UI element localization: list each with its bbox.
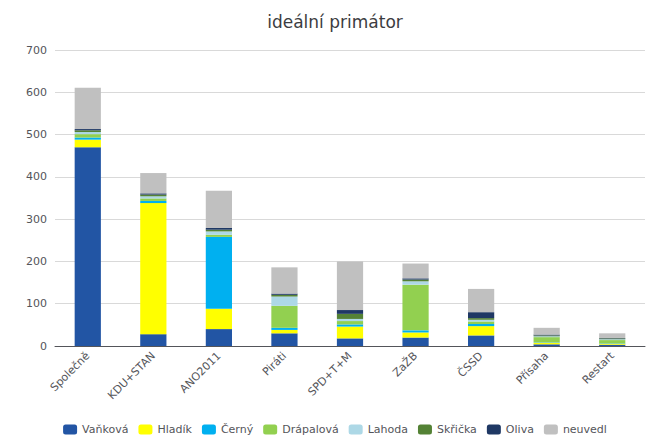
svg-text:Hladík: Hladík: [157, 423, 192, 436]
svg-text:Lahoda: Lahoda: [368, 423, 408, 436]
svg-text:Vaňková: Vaňková: [82, 423, 128, 436]
svg-text:Drápalová: Drápalová: [282, 423, 339, 436]
svg-text:ANO2011: ANO2011: [177, 349, 223, 395]
svg-text:700: 700: [26, 44, 47, 57]
svg-text:Restart: Restart: [580, 349, 618, 387]
svg-text:Piráti: Piráti: [260, 349, 289, 378]
svg-text:0: 0: [40, 340, 47, 353]
svg-text:Přísaha: Přísaha: [514, 349, 552, 387]
svg-text:Oliva: Oliva: [506, 423, 534, 436]
svg-text:Černý: Černý: [221, 423, 254, 436]
svg-text:neuvedl: neuvedl: [563, 423, 607, 436]
svg-text:400: 400: [26, 170, 47, 183]
svg-text:ideální primátor: ideální primátor: [267, 12, 403, 32]
svg-text:ČSSD: ČSSD: [455, 349, 485, 379]
svg-text:SPD+T+M: SPD+T+M: [305, 349, 354, 398]
svg-text:500: 500: [26, 128, 47, 141]
svg-text:600: 600: [26, 86, 47, 99]
svg-text:100: 100: [26, 297, 47, 310]
svg-text:KDU+STAN: KDU+STAN: [105, 349, 158, 402]
svg-text:Skřička: Skřička: [437, 423, 477, 436]
svg-text:Společně: Společně: [48, 349, 93, 394]
svg-text:300: 300: [26, 213, 47, 226]
svg-text:ZaŽB: ZaŽB: [390, 349, 420, 379]
svg-text:200: 200: [26, 255, 47, 268]
